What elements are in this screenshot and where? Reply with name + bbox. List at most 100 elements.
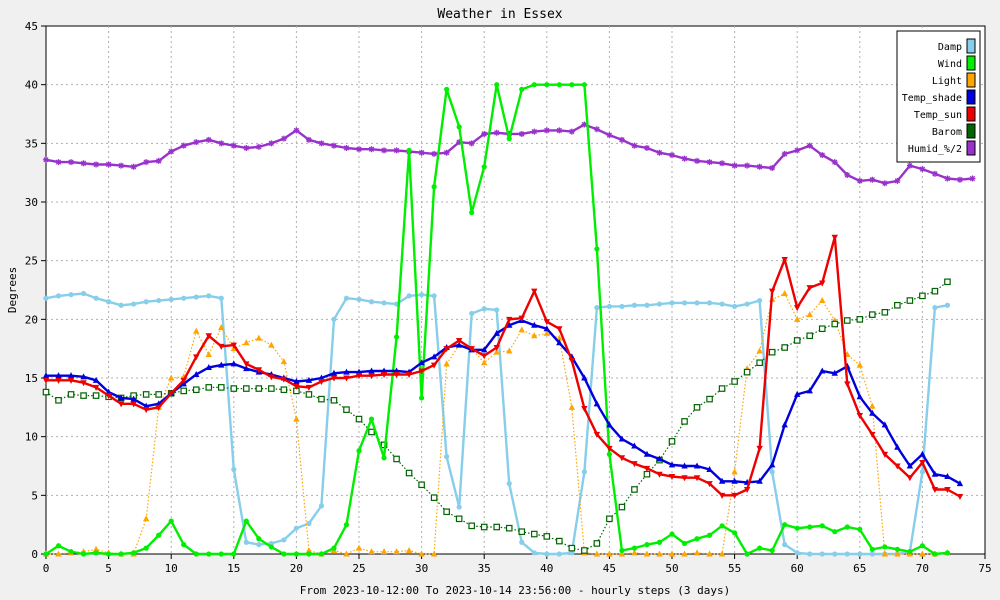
data-point-wind (268, 544, 274, 550)
data-point-temp-sun (55, 377, 62, 384)
data-point-wind (706, 532, 713, 538)
data-point-barom (906, 297, 914, 304)
data-point-light (718, 550, 726, 557)
data-point-humid-2 (681, 155, 688, 162)
data-point-damp (694, 300, 700, 306)
data-point-barom (480, 523, 488, 531)
data-point-wind (393, 334, 400, 340)
data-point-temp-sun (280, 376, 288, 383)
data-point-temp-sun (305, 384, 313, 391)
data-point-wind (368, 416, 375, 422)
data-point-damp (106, 299, 112, 305)
data-point-barom (944, 278, 951, 286)
data-point-barom (418, 481, 425, 489)
data-point-temp-sun (743, 486, 751, 493)
data-point-wind (68, 549, 74, 555)
data-point-humid-2 (68, 159, 75, 166)
data-point-humid-2 (806, 142, 813, 149)
legend-swatch (966, 55, 976, 71)
data-point-damp (732, 303, 738, 310)
data-point-damp (206, 293, 212, 299)
data-point-temp-sun (631, 461, 638, 468)
data-point-humid-2 (443, 149, 450, 156)
data-point-light (794, 315, 801, 322)
data-point-damp (281, 537, 287, 543)
data-point-barom (268, 385, 275, 392)
data-point-damp (719, 301, 725, 307)
data-point-barom (631, 486, 638, 493)
series-line-temp-sun (46, 235, 961, 498)
data-point-damp (444, 454, 450, 460)
data-point-temp-shade (693, 462, 701, 469)
data-point-damp (118, 302, 124, 308)
data-point-humid-2 (606, 132, 613, 139)
data-point-temp-shade (794, 390, 801, 397)
data-point-damp (343, 295, 350, 301)
data-point-barom (881, 308, 889, 316)
data-point-temp-sun (318, 379, 325, 386)
axes: 0 5 10 15 20 25 30 35 40 45 50 55 60 65 70 75 0 5 10 15 20 25… (25, 20, 992, 575)
data-point-barom (781, 344, 788, 351)
data-point-temp-sun (531, 288, 538, 295)
data-point-humid-2 (819, 152, 826, 159)
data-point-temp-sun (142, 407, 150, 414)
data-point-light (606, 550, 613, 557)
legend-label: Damp (938, 42, 962, 53)
data-point-temp-shade (506, 321, 513, 328)
data-point-light (205, 351, 212, 358)
data-point-temp-shade (931, 470, 939, 477)
data-point-wind (869, 546, 875, 552)
data-point-humid-2 (330, 142, 337, 149)
data-point-temp-shade (493, 329, 500, 336)
data-point-humid-2 (669, 152, 675, 159)
data-point-temp-shade (593, 400, 601, 407)
data-point-temp-sun (193, 354, 200, 361)
data-point-temp-shade (117, 394, 125, 401)
data-point-barom (693, 404, 701, 411)
data-point-temp-sun (731, 492, 738, 499)
data-point-wind (206, 551, 212, 557)
data-point-humid-2 (343, 145, 350, 152)
data-point-light (706, 550, 713, 557)
data-point-damp (168, 296, 174, 302)
data-point-barom (593, 540, 601, 547)
data-point-barom (743, 368, 751, 376)
data-point-temp-shade (944, 473, 951, 480)
data-point-temp-shade (869, 409, 876, 416)
data-point-barom (806, 332, 814, 340)
data-point-barom (393, 455, 400, 463)
data-point-damp (419, 292, 425, 298)
data-point-temp-shade (205, 363, 212, 370)
data-point-barom (894, 301, 901, 309)
data-point-damp (581, 469, 587, 475)
data-point-wind (80, 551, 87, 557)
data-point-humid-2 (205, 136, 212, 143)
data-point-wind (656, 539, 663, 545)
data-point-damp (869, 551, 875, 557)
data-point-damp (519, 539, 525, 545)
data-point-light (756, 347, 763, 354)
data-point-temp-sun (931, 486, 939, 493)
data-point-wind (293, 551, 299, 557)
data-point-humid-2 (656, 149, 663, 156)
data-point-light (819, 297, 826, 304)
data-point-humid-2 (543, 127, 550, 134)
data-point-wind (381, 455, 387, 461)
data-point-temp-shade (681, 462, 688, 469)
legend-box (896, 30, 981, 163)
y-tick-label: 20 (25, 313, 38, 326)
data-point-temp-shade (781, 421, 788, 428)
data-point-temp-shade (230, 360, 237, 367)
data-point-wind (907, 549, 913, 555)
data-point-temp-shade (631, 442, 638, 449)
data-point-light (293, 415, 300, 422)
data-point-temp-sun (844, 381, 851, 388)
data-point-wind (256, 536, 262, 542)
data-point-temp-shade (130, 395, 137, 402)
data-point-temp-sun (643, 465, 651, 472)
data-point-light (493, 348, 500, 355)
data-point-temp-sun (117, 401, 125, 408)
data-point-temp-shade (318, 374, 325, 381)
data-point-light (430, 550, 438, 557)
data-point-temp-shade (243, 365, 250, 372)
